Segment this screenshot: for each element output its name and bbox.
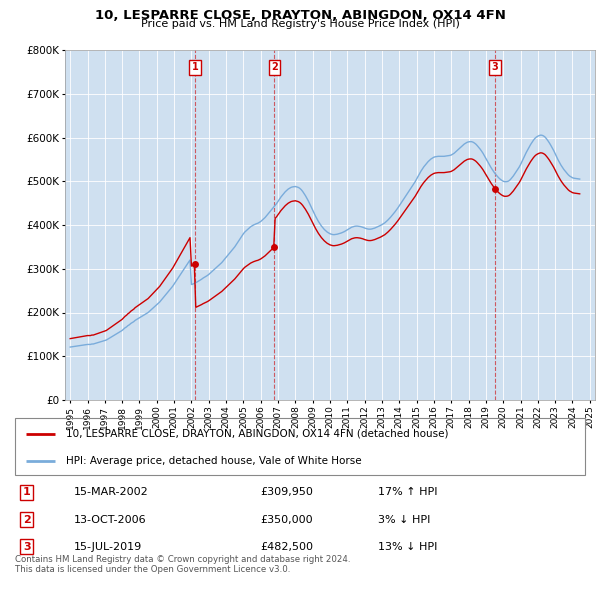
Text: 13-OCT-2006: 13-OCT-2006 [74,514,146,525]
Text: £482,500: £482,500 [260,542,314,552]
Text: 3: 3 [492,63,499,73]
Text: 17% ↑ HPI: 17% ↑ HPI [378,487,437,497]
Text: 1: 1 [23,487,31,497]
Text: 10, LESPARRE CLOSE, DRAYTON, ABINGDON, OX14 4FN (detached house): 10, LESPARRE CLOSE, DRAYTON, ABINGDON, O… [66,429,449,439]
Text: 2: 2 [271,63,278,73]
Text: 3% ↓ HPI: 3% ↓ HPI [378,514,430,525]
Text: 3: 3 [23,542,31,552]
Text: 2: 2 [23,514,31,525]
Text: Contains HM Land Registry data © Crown copyright and database right 2024.
This d: Contains HM Land Registry data © Crown c… [15,555,350,574]
Text: 13% ↓ HPI: 13% ↓ HPI [378,542,437,552]
Text: £350,000: £350,000 [260,514,313,525]
Text: 15-JUL-2019: 15-JUL-2019 [74,542,142,552]
Text: 1: 1 [192,63,199,73]
Text: £309,950: £309,950 [260,487,314,497]
Text: 15-MAR-2002: 15-MAR-2002 [74,487,148,497]
Text: Price paid vs. HM Land Registry's House Price Index (HPI): Price paid vs. HM Land Registry's House … [140,19,460,30]
Text: HPI: Average price, detached house, Vale of White Horse: HPI: Average price, detached house, Vale… [66,455,362,466]
Text: 10, LESPARRE CLOSE, DRAYTON, ABINGDON, OX14 4FN: 10, LESPARRE CLOSE, DRAYTON, ABINGDON, O… [95,9,505,22]
